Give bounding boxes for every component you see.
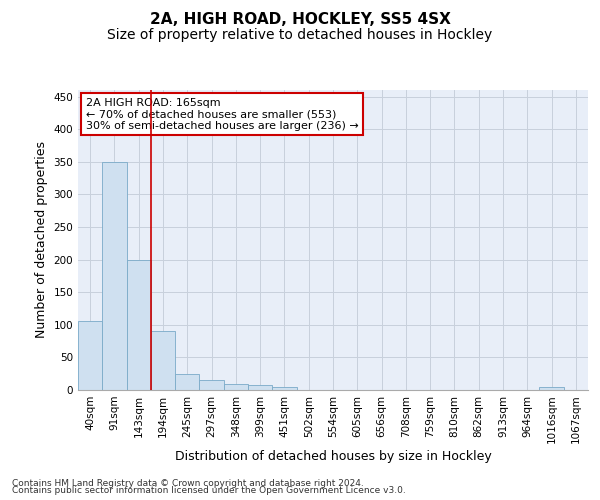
Bar — [127, 260, 151, 390]
Bar — [102, 162, 127, 390]
Bar — [248, 385, 272, 390]
Text: 2A, HIGH ROAD, HOCKLEY, SS5 4SX: 2A, HIGH ROAD, HOCKLEY, SS5 4SX — [149, 12, 451, 28]
Text: 2A HIGH ROAD: 165sqm
← 70% of detached houses are smaller (553)
30% of semi-deta: 2A HIGH ROAD: 165sqm ← 70% of detached h… — [86, 98, 358, 130]
Bar — [175, 374, 199, 390]
Bar — [78, 321, 102, 390]
Text: Contains public sector information licensed under the Open Government Licence v3: Contains public sector information licen… — [12, 486, 406, 495]
Y-axis label: Number of detached properties: Number of detached properties — [35, 142, 48, 338]
Bar — [199, 380, 224, 390]
Bar — [151, 332, 175, 390]
Bar — [539, 388, 564, 390]
X-axis label: Distribution of detached houses by size in Hockley: Distribution of detached houses by size … — [175, 450, 491, 464]
Text: Contains HM Land Registry data © Crown copyright and database right 2024.: Contains HM Land Registry data © Crown c… — [12, 478, 364, 488]
Bar — [224, 384, 248, 390]
Bar — [272, 388, 296, 390]
Text: Size of property relative to detached houses in Hockley: Size of property relative to detached ho… — [107, 28, 493, 42]
